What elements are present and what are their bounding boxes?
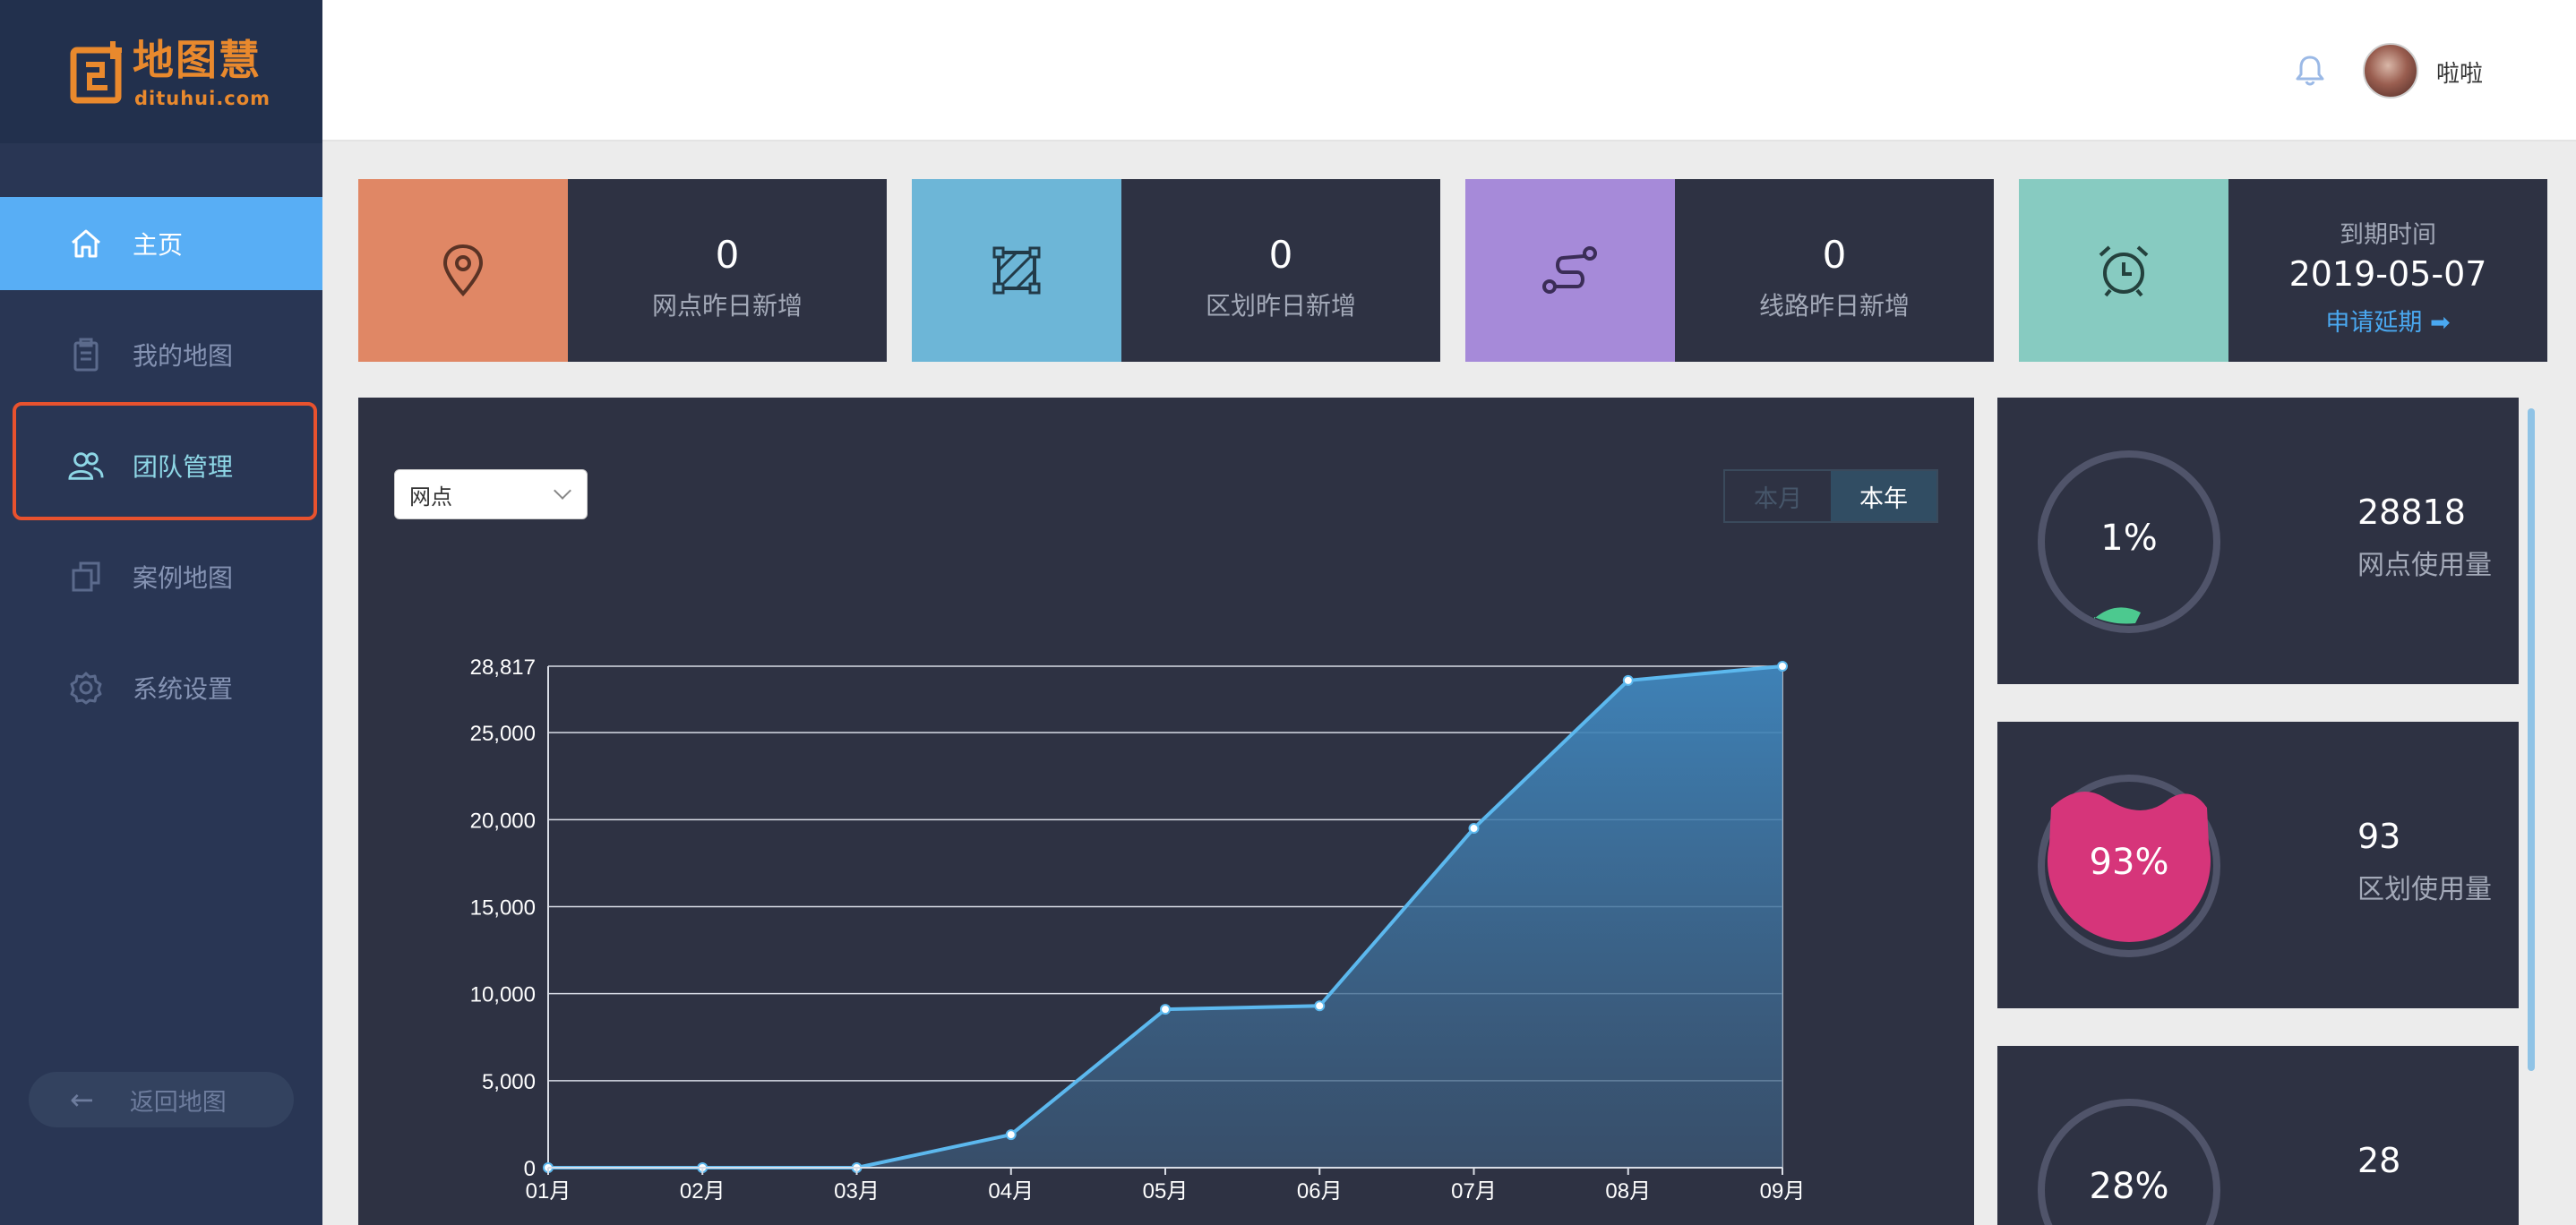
y-tick-label: 5,000	[482, 1070, 536, 1094]
gauge-percent: 1%	[2100, 518, 2158, 559]
category-select[interactable]: 网点	[394, 469, 588, 519]
data-point	[1622, 674, 1634, 686]
y-tick-label: 15,000	[470, 896, 536, 921]
gauge-ring	[2038, 450, 2220, 633]
gauge-label: 网点使用量	[2357, 550, 2492, 581]
logo-text: 地图慧	[133, 36, 262, 84]
x-tick-label: 05月	[1143, 1179, 1189, 1204]
logo-icon	[70, 41, 122, 104]
back-to-map-button[interactable]: ← 返回地图	[29, 1072, 294, 1127]
chart-panel: 网点 本月 本年 0 5,000 10,000 15,000 20,000 25,000 2…	[358, 398, 1974, 1225]
gauge-percent: 93%	[2089, 842, 2169, 883]
gauge-fill	[2048, 792, 2211, 942]
x-tick-label: 08月	[1605, 1179, 1651, 1204]
y-tick-label: 28,817	[470, 655, 536, 680]
x-tick-label: 02月	[680, 1179, 726, 1204]
sidebar-item-label: 主页	[133, 230, 184, 260]
stat-card-regions: 0 区划昨日新增	[912, 179, 1440, 362]
expiry-label: 到期时间	[2340, 221, 2436, 249]
toggle-month[interactable]: 本月	[1754, 484, 1802, 513]
sidebar-item-label: 系统设置	[133, 674, 234, 704]
team-icon	[68, 448, 104, 484]
stat-value: 0	[1822, 233, 1847, 277]
gauge-fill	[2094, 607, 2141, 624]
gauge-card-routes: 28% 28	[1997, 1046, 2519, 1225]
stat-value: 0	[1268, 233, 1293, 277]
back-button-label: 返回地图	[129, 1088, 227, 1117]
gauge-value: 93	[2357, 817, 2401, 856]
y-tick-label: 0	[524, 1157, 536, 1181]
gauge-card-regions: 93% 93 区划使用量	[1997, 722, 2519, 1008]
sidebar-item-team[interactable]: 团队管理	[0, 419, 322, 512]
period-toggle: 本月 本年	[1723, 469, 1938, 523]
sidebar-item-label: 团队管理	[133, 452, 234, 482]
bell-icon[interactable]	[2295, 54, 2325, 86]
x-tick-label: 06月	[1297, 1179, 1343, 1204]
gauge-card-points: 1% 28818 网点使用量	[1997, 398, 2519, 684]
gauge-ring	[2038, 775, 2220, 957]
x-tick-label: 03月	[834, 1179, 880, 1204]
home-icon	[68, 226, 104, 261]
scrollbar[interactable]	[2528, 408, 2535, 1071]
stat-card-routes: 0 线路昨日新增	[1465, 179, 1994, 362]
apply-extension-link[interactable]: 申请延期 ➡	[2325, 309, 2451, 337]
area-fill	[548, 666, 1782, 1168]
sidebar-item-home[interactable]: 主页	[0, 197, 322, 290]
x-tick-label: 04月	[988, 1179, 1034, 1204]
gauge-value: 28	[2357, 1141, 2401, 1180]
select-value: 网点	[409, 484, 452, 510]
gauge-percent: 28%	[2089, 1166, 2169, 1207]
arrow-left-icon: ←	[70, 1083, 94, 1117]
gear-icon	[68, 670, 104, 706]
stat-card-points: 0 网点昨日新增	[358, 179, 887, 362]
gauge-label: 区划使用量	[2357, 874, 2492, 905]
copy-icon	[68, 559, 104, 595]
sidebar-item-my-maps[interactable]: 我的地图	[0, 308, 322, 401]
alarm-clock-icon	[2099, 245, 2149, 297]
header	[322, 0, 2576, 141]
username[interactable]: 啦啦	[2436, 61, 2484, 88]
y-tick-label: 25,000	[470, 722, 536, 746]
data-point	[1160, 1004, 1171, 1015]
sidebar-item-case-maps[interactable]: 案例地图	[0, 530, 322, 623]
toggle-year[interactable]: 本年	[1831, 471, 1936, 521]
gauge-ring	[2038, 1099, 2220, 1225]
stat-icon-block	[358, 179, 568, 362]
clipboard-icon	[68, 337, 104, 373]
logo[interactable]: 地图慧 dituhui.com	[0, 0, 322, 143]
polygon-icon	[992, 246, 1041, 295]
expiry-date: 2019-05-07	[2288, 254, 2487, 294]
stat-card-expiry: 到期时间 2019-05-07 申请延期 ➡	[2019, 179, 2547, 362]
route-icon	[1542, 246, 1597, 294]
y-tick-label: 20,000	[470, 809, 536, 833]
area-chart: 0 5,000 10,000 15,000 20,000 25,000 28,817 01月 0…	[470, 655, 1806, 1204]
stat-icon-block	[2019, 179, 2228, 362]
sidebar: 地图慧 dituhui.com 主页 我的地图 团队管理 案例地图 系统设置 ←	[0, 0, 322, 1225]
sidebar-item-label: 我的地图	[133, 341, 234, 371]
logo-subtext: dituhui.com	[134, 88, 271, 109]
x-tick-label: 01月	[526, 1179, 571, 1204]
sidebar-item-label: 案例地图	[133, 563, 234, 593]
stat-label: 网点昨日新增	[651, 291, 803, 321]
data-point	[1777, 661, 1788, 672]
stat-icon-block	[912, 179, 1121, 362]
y-tick-label: 10,000	[470, 983, 536, 1007]
sidebar-item-settings[interactable]: 系统设置	[0, 641, 322, 734]
location-pin-icon	[442, 244, 484, 296]
stat-icon-block	[1465, 179, 1675, 362]
data-point	[1468, 823, 1480, 835]
avatar[interactable]	[2363, 43, 2418, 99]
stat-label: 区划昨日新增	[1205, 291, 1356, 321]
stat-value: 0	[715, 233, 740, 277]
data-point	[1314, 1000, 1326, 1012]
x-tick-label: 07月	[1451, 1179, 1497, 1204]
gauge-value: 28818	[2357, 493, 2466, 532]
highlight-outline	[13, 402, 317, 520]
x-tick-label: 09月	[1760, 1179, 1806, 1204]
data-point	[1005, 1129, 1017, 1141]
stat-label: 线路昨日新增	[1758, 291, 1910, 321]
